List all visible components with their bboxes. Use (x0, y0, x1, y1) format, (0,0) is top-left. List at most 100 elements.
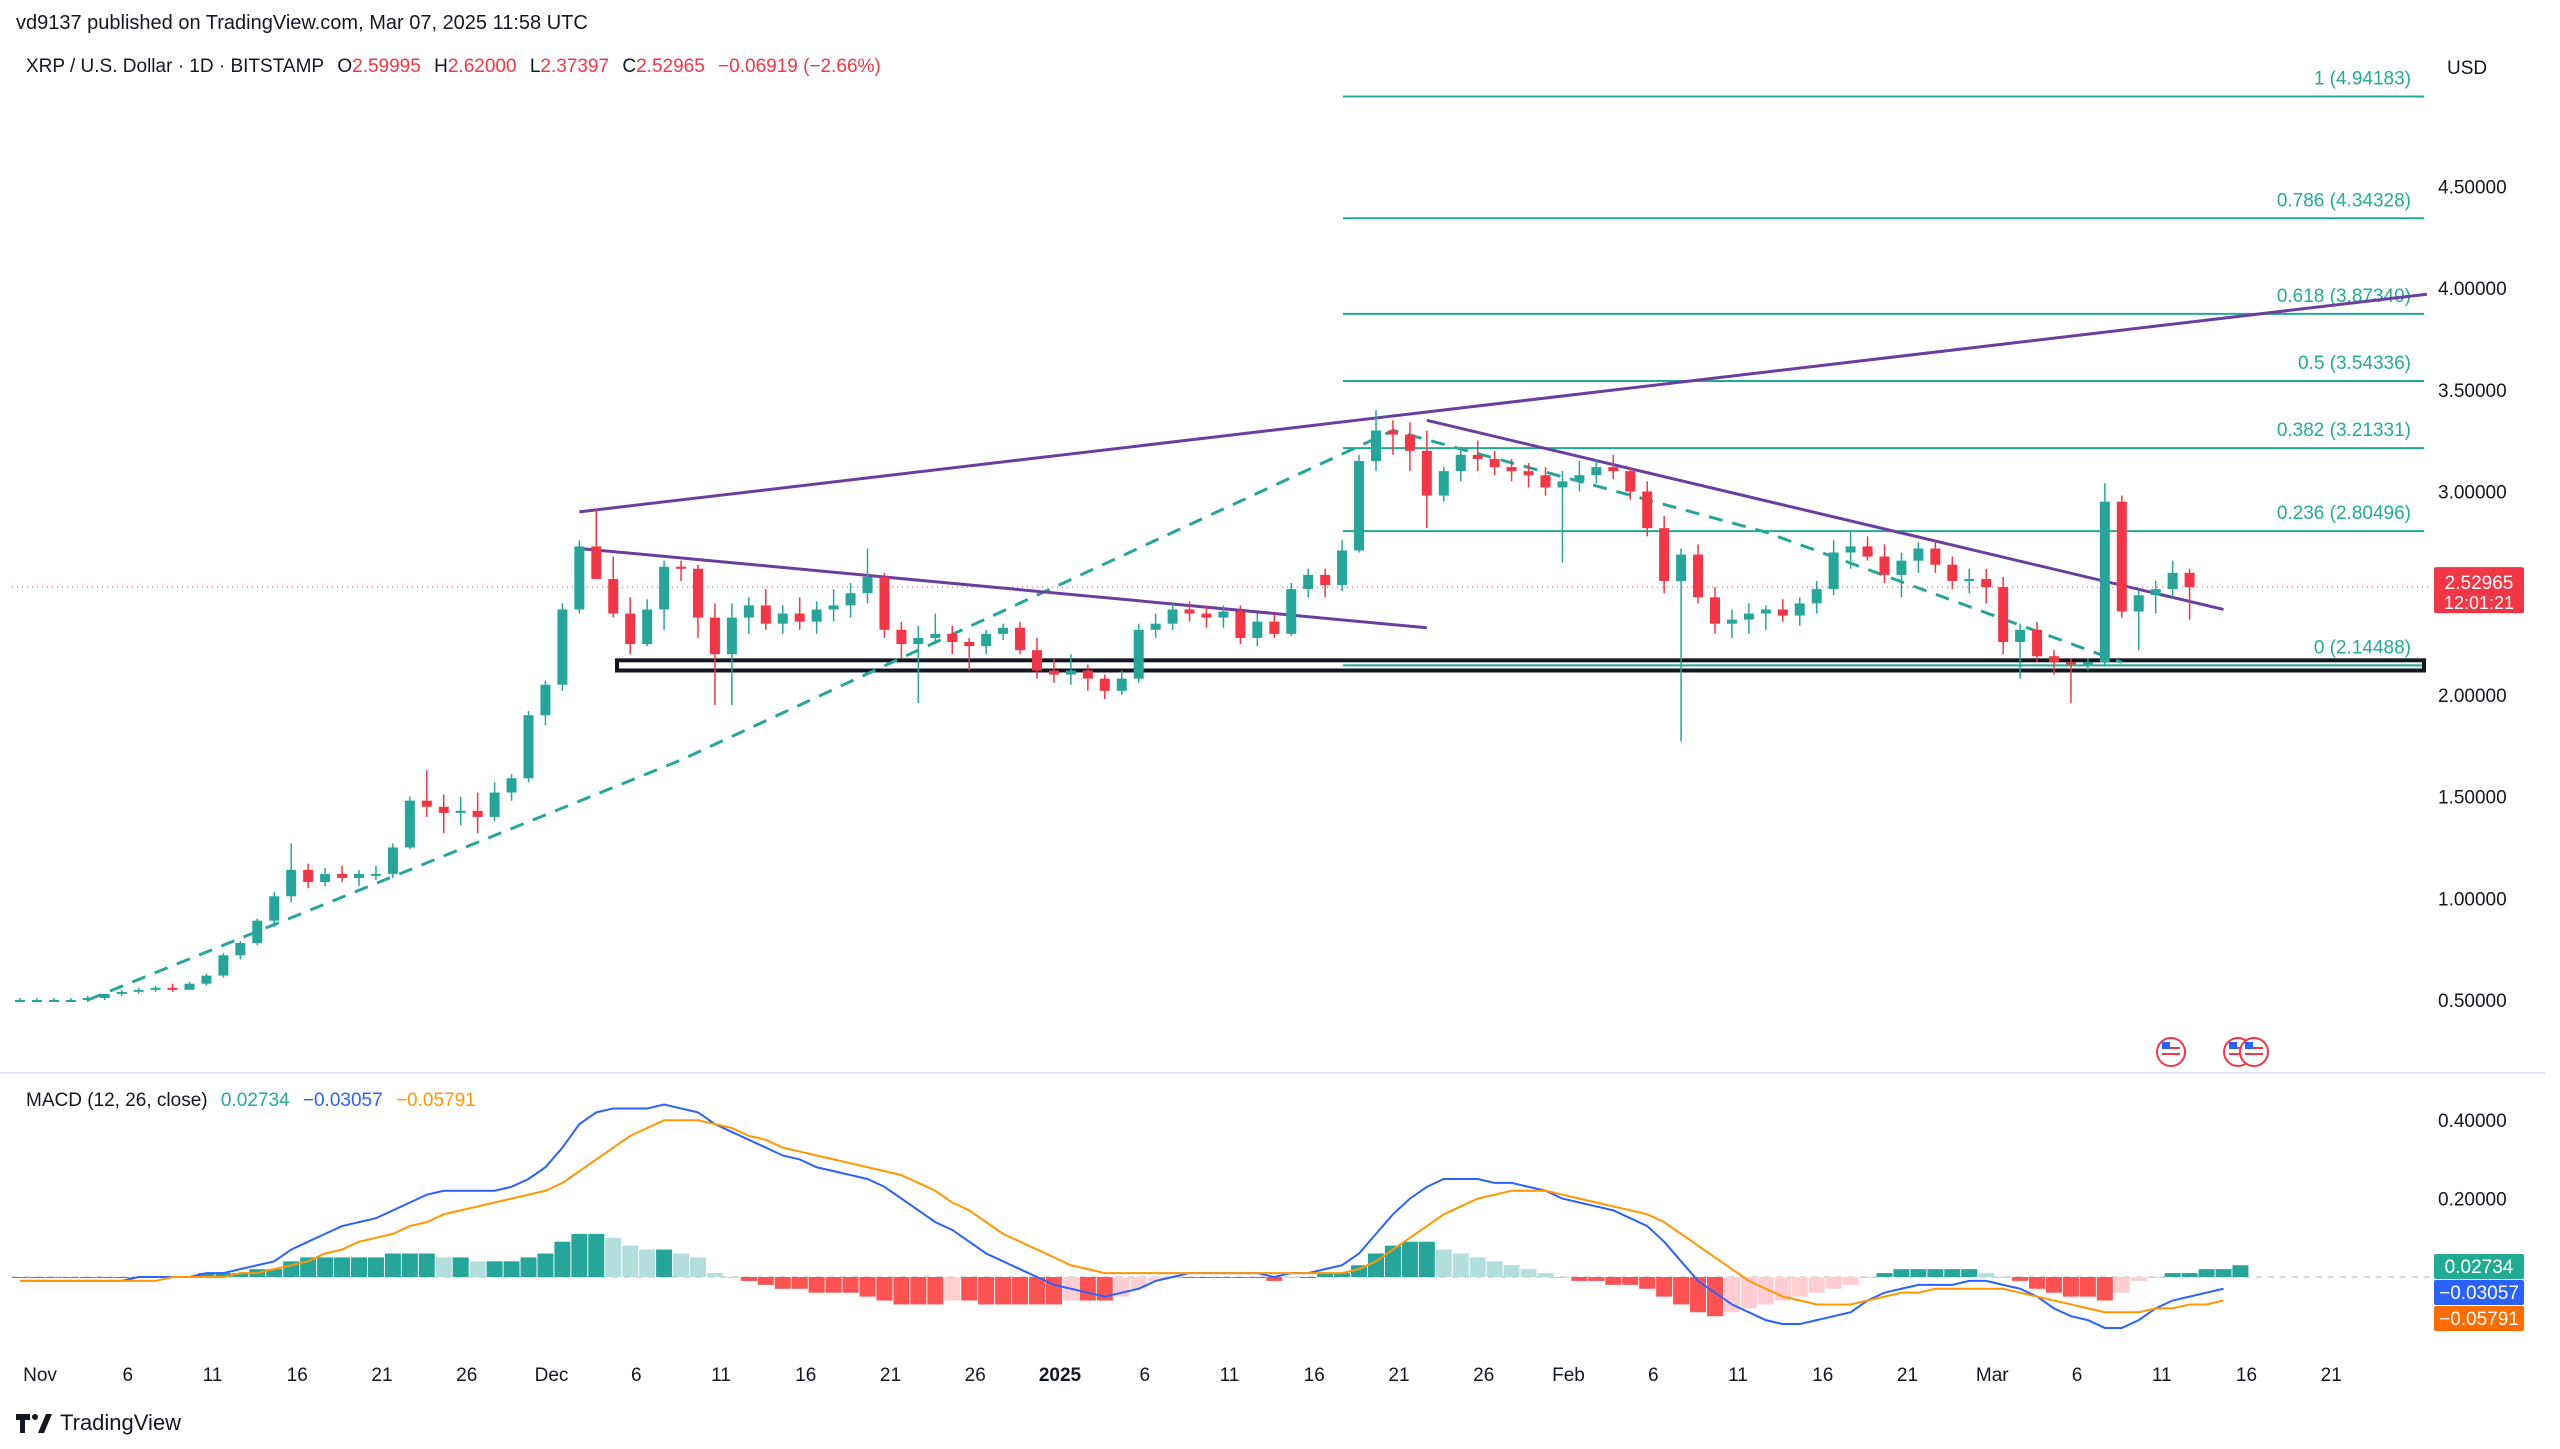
candle-body (116, 991, 127, 994)
macd-histogram-bar (825, 1277, 842, 1293)
macd-histogram-bar (740, 1277, 757, 1281)
candle-body (1506, 467, 1517, 472)
trend-line (579, 546, 1427, 630)
candle-body (1693, 554, 1704, 598)
time-axis-tick: 26 (965, 1365, 986, 1386)
candle-body (2150, 589, 2161, 596)
macd-histogram-bar (706, 1273, 723, 1277)
candle-body (693, 568, 703, 618)
macd-histogram-bar (1740, 1277, 1757, 1309)
macd-histogram-bar (2147, 1277, 2164, 1278)
macd-signal-value: −0.05791 (395, 1090, 476, 1111)
macd-histogram-bar (1554, 1277, 1571, 1278)
macd-histogram-bar (1469, 1257, 1486, 1277)
macd-line (20, 1103, 2224, 1329)
symbol-name[interactable]: XRP / U.S. Dollar · 1D · BITSTAMP (26, 56, 325, 77)
chart-canvas[interactable]: 0.500001.000001.500002.000002.500003.000… (0, 0, 2560, 1400)
macd-histogram-bar (1537, 1273, 1554, 1277)
us-flag-icon (2156, 1037, 2186, 1067)
candle-body (320, 873, 331, 883)
macd-histogram-bar (1910, 1269, 1927, 1277)
candle-body (1354, 460, 1365, 551)
tradingview-footer[interactable]: TradingView (16, 1410, 181, 1436)
candle-body (1998, 587, 2009, 643)
macd-histogram-bar (2096, 1277, 2113, 1301)
candle-body (286, 869, 297, 897)
candle-body (2099, 501, 2110, 663)
macd-histogram-bar (774, 1277, 791, 1289)
candle-body (845, 593, 856, 606)
macd-histogram-bar (2164, 1273, 2181, 1277)
candle-body (1540, 475, 1551, 488)
open-value: 2.59995 (352, 56, 421, 77)
price-axis-tick: 3.00000 (2438, 483, 2507, 504)
macd-histogram-bar (1147, 1277, 1164, 1281)
macd-histogram-bar (1825, 1277, 1842, 1289)
candle-body (1455, 454, 1466, 472)
macd-histogram-bar (367, 1257, 384, 1277)
candle-body (1269, 621, 1280, 634)
macd-histogram-bar (2012, 1277, 2029, 1281)
candle-body (1642, 491, 1653, 529)
candle-body (1625, 471, 1636, 492)
macd-histogram-bar (418, 1253, 435, 1277)
candle-body (1574, 475, 1585, 482)
macd-histogram-bar (808, 1277, 825, 1293)
candle-body (1015, 627, 1026, 651)
candle-body (743, 605, 754, 618)
macd-histogram-bar (910, 1277, 927, 1305)
candle-body (777, 613, 788, 624)
candle-body (1862, 546, 1873, 557)
macd-histogram-bar (1232, 1277, 1249, 1278)
macd-histogram-bar (215, 1273, 232, 1277)
candle-body (540, 684, 551, 716)
candle-body (1032, 650, 1042, 671)
macd-histogram-bar (554, 1241, 571, 1277)
candle-body (1065, 670, 1076, 675)
macd-histogram-bar (842, 1277, 859, 1293)
time-axis-tick: 6 (1648, 1365, 1659, 1386)
candle-body (625, 613, 636, 645)
candle-body (811, 609, 822, 622)
candle-body (1048, 670, 1059, 675)
candle-body (201, 975, 212, 984)
macd-histogram-bar (2181, 1273, 2198, 1277)
macd-histogram-bar (1045, 1277, 1062, 1305)
symbol-legend: XRP / U.S. Dollar · 1D · BITSTAMP O2.599… (26, 56, 889, 78)
macd-histogram-bar (859, 1277, 876, 1297)
candle-body (879, 576, 890, 630)
macd-histogram-bar (2232, 1265, 2249, 1277)
macd-histogram-bar (452, 1257, 469, 1277)
candle-body (2082, 662, 2093, 665)
macd-title[interactable]: MACD (12, 26, close) (26, 1090, 208, 1111)
candle-body (133, 989, 144, 992)
time-axis-tick: 16 (1812, 1365, 1833, 1386)
macd-histogram-bar (1079, 1277, 1096, 1301)
us-flag-icon-canton (2245, 1042, 2253, 1049)
currency-label[interactable]: USD (2447, 58, 2488, 79)
candle-body (1676, 554, 1687, 581)
candle-body (1794, 603, 1805, 616)
candle-body (354, 873, 364, 878)
candle-body (1947, 564, 1958, 581)
macd-histogram-bar (317, 1257, 334, 1277)
macd-histogram-bar (2029, 1277, 2046, 1289)
time-axis-tick: 26 (1473, 1365, 1494, 1386)
candle-body (1726, 619, 1737, 624)
macd-histogram-bar (351, 1257, 367, 1277)
us-flag-icon-canton (2229, 1042, 2237, 1049)
price-axis-tick: 2.00000 (2438, 686, 2507, 707)
time-axis-tick: 2025 (1039, 1365, 1082, 1386)
price-axis-tick: 3.50000 (2438, 381, 2507, 402)
macd-histogram-bar (690, 1257, 706, 1277)
macd-histogram-bar (876, 1277, 893, 1301)
candle-body (828, 605, 839, 610)
candle-body (998, 627, 1009, 634)
time-axis-tick: 11 (2152, 1365, 2172, 1386)
macd-histogram-bar (1571, 1277, 1588, 1281)
candle-body (574, 546, 585, 610)
macd-badge (2434, 1280, 2524, 1305)
zigzag-dashed-line (87, 428, 2123, 1002)
fib-level-label: 0.786 (4.34328) (2277, 190, 2411, 211)
time-axis-tick: 21 (2321, 1365, 2342, 1386)
